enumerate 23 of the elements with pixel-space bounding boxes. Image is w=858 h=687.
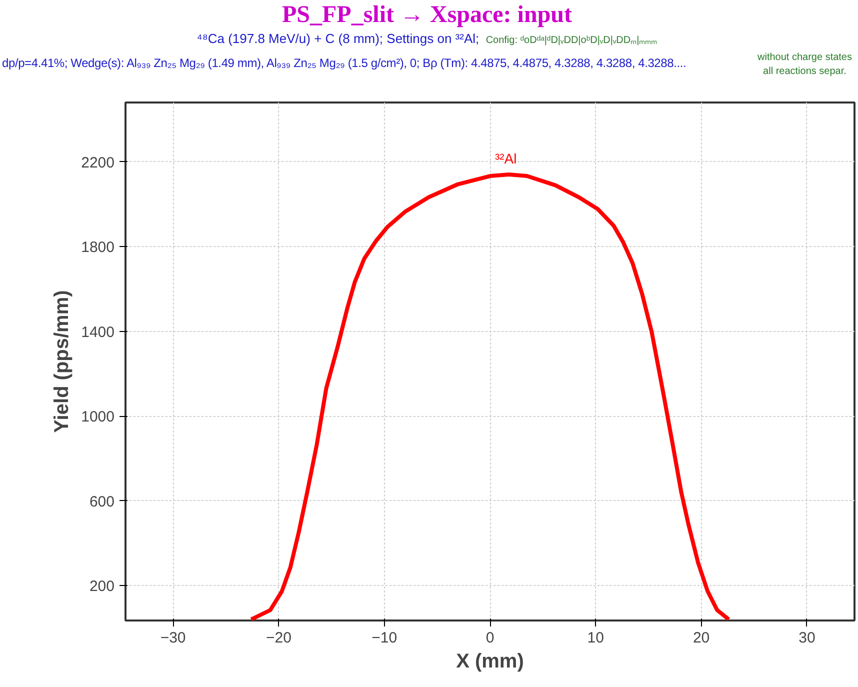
text: Config: ᵈoDᵈᵃ|ᵈD|ᵥDD|oᵇD|ᵥD|ᵥDDₘ|ₘₘₘ — [486, 35, 658, 46]
y-tick-label: 1000 — [81, 408, 115, 426]
text: without charge states — [758, 52, 852, 63]
y-tick-label: 1400 — [81, 324, 115, 341]
y-tick-label: 600 — [89, 493, 115, 510]
y-tick-label: 2200 — [81, 154, 115, 172]
x-tick-label: 10 — [587, 630, 604, 646]
text: all reactions separ. — [763, 66, 846, 77]
x-tick-label: 0 — [486, 630, 494, 646]
x-tick-label: −10 — [372, 630, 398, 646]
x-tick-label: 30 — [798, 630, 816, 646]
x-axis-title: X (mm) — [456, 650, 524, 672]
chart-title: PS_FP_slit → Xspace: input — [280, 1, 573, 30]
y-tick-label: 200 — [89, 578, 115, 596]
line-series — [249, 172, 731, 620]
annotation: ³²Al — [494, 150, 517, 167]
text: dp/p=4.41%; Wedge(s): Al₉₃₉ Zn₂₅ Mg₂₉ (1.49 mm), Al₉₃₉ Zn₂₅ Mg₂₉ (1.5 g/cm²), 0; Bρ (Tm): 4.4875, 4.4875, 4.3288, 4.3288, 4.3288.... — [2, 55, 686, 72]
x-tick-label: −30 — [160, 630, 186, 646]
y-axis-title: Yield (pps/mm) — [51, 290, 74, 433]
x-tick-label: −20 — [266, 630, 292, 646]
y-tick-label: 1800 — [81, 239, 115, 256]
chart-subtitle: ⁴⁸Ca (197.8 MeV/u) + C (8 mm); Settings on ³²Al; — [196, 31, 480, 46]
x-tick-label: 20 — [692, 630, 710, 646]
